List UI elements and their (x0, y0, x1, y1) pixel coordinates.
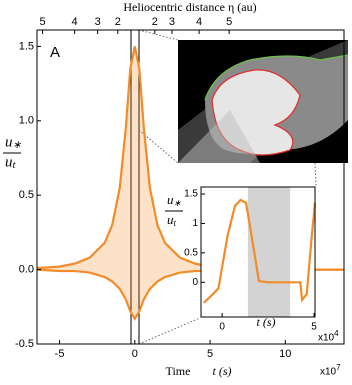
x2-tick-label: 2 (115, 16, 121, 28)
x2-tick-label: 2 (152, 16, 158, 28)
x-label-symbol: t (s) (257, 315, 276, 329)
x2-tick-label: 4 (72, 16, 78, 28)
x-label-symbol: t (s) (213, 364, 232, 378)
x-tick-label: 0 (219, 322, 225, 333)
y-label-num-sub: ∗ (13, 140, 22, 151)
x-multiplier-exp: 4 (334, 329, 339, 338)
x-multiplier-exp: 7 (336, 363, 341, 372)
x-multiplier: x104 (318, 329, 339, 344)
y-label-den-sub: t (174, 218, 177, 228)
y-label-den: ut (5, 154, 17, 171)
panel-label: A (50, 44, 60, 61)
plot-frame (200, 186, 316, 318)
y-tick-label: 1.0 (19, 115, 34, 127)
x-multiplier: x107 (320, 363, 341, 378)
comet-image (178, 40, 349, 163)
x-tick-label: -5 (55, 348, 65, 360)
y-label-num: u∗ (5, 134, 22, 151)
x2-tick-label: 5 (40, 16, 46, 28)
connectors (138, 29, 317, 345)
panel-label: B (186, 65, 196, 82)
x-tick-label: 0 (132, 348, 138, 360)
x-tick-label: 10 (279, 348, 291, 360)
y-tick-label: 1.5 (19, 40, 34, 52)
y-axis-label: u∗ ut (3, 134, 22, 171)
y-label-num: u∗ (167, 192, 182, 208)
y-tick-label: 0.0 (19, 263, 34, 275)
y-axis-label: u∗ ut (165, 192, 183, 228)
y-tick-label: 1.5 (184, 189, 198, 200)
x2-tick-label: 3 (95, 16, 101, 28)
y-label-den: ut (167, 212, 177, 228)
x-label: Time (166, 364, 191, 378)
x2-tick-label: 5 (226, 16, 232, 28)
x-tick-label: 5 (207, 348, 213, 360)
y-label-den-sub: t (13, 160, 17, 171)
series-line (202, 198, 317, 304)
y-tick-label: 1 (192, 218, 198, 229)
oscillation-fill (37, 46, 344, 319)
y-tick-label: 0 (192, 277, 198, 288)
y-tick-label: 0.5 (19, 189, 34, 201)
y-label-num-sub: ∗ (174, 198, 182, 208)
plot-frame (36, 29, 345, 345)
x2-tick-label: 3 (169, 16, 175, 28)
x2-tick-label: 4 (196, 16, 202, 28)
y-tick-label: -0.5 (15, 338, 34, 350)
x-tick-label: 5 (311, 322, 317, 333)
top-axis-label: Heliocentric distance η (au) (123, 0, 256, 14)
y-tick-label: 0.5 (184, 248, 198, 259)
